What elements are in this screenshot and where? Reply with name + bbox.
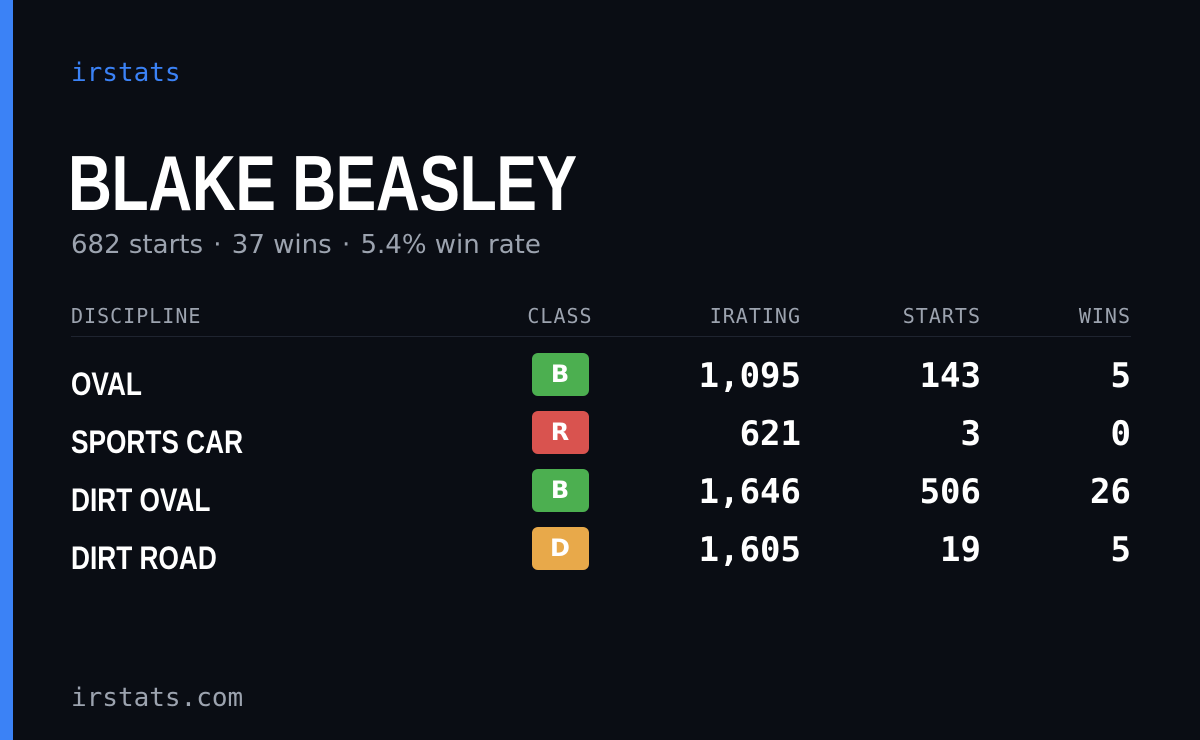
player-name: BLAKE BEASLEY [68,139,577,227]
table-row: OVAL B 1,095 143 5 [71,347,1131,405]
header-irating: IRATING [619,298,801,337]
irating-value: 1,095 [698,356,801,396]
win-rate: 5.4% win rate [360,230,541,260]
discipline-name: SPORTS CAR [71,423,244,460]
wins-value: 0 [1110,414,1131,454]
summary-separator: · [213,230,222,260]
table-header-row: DISCIPLINE CLASS IRATING STARTS WINS [71,298,1131,337]
summary-separator: · [341,230,351,260]
table-row: SPORTS CAR R 621 3 0 [71,405,1131,463]
starts-value: 19 [940,530,981,570]
class-badge: D [531,526,589,570]
table-row: DIRT OVAL B 1,646 506 26 [71,463,1131,521]
class-badge: B [531,352,589,396]
starts-value: 3 [960,414,981,454]
starts-count: 682 starts [71,230,203,260]
brand-logo: irstats [71,58,181,88]
discipline-table: DISCIPLINE CLASS IRATING STARTS WINS OVA… [71,298,1131,579]
wins-value: 26 [1090,472,1131,512]
player-summary: 682 starts · 37 wins · 5.4% win rate [71,228,541,262]
irating-value: 1,605 [698,530,801,570]
header-discipline: DISCIPLINE [71,298,501,337]
irating-value: 621 [739,414,801,454]
class-badge: B [531,468,589,512]
wins-value: 5 [1110,530,1131,570]
starts-value: 143 [919,356,981,396]
wins-value: 5 [1110,356,1131,396]
table-row: DIRT ROAD D 1,605 19 5 [71,521,1131,579]
header-starts: STARTS [801,298,981,337]
footer-domain: irstats.com [71,683,244,713]
class-badge: R [531,410,589,454]
accent-bar [0,0,13,740]
irating-value: 1,646 [698,472,801,512]
discipline-name: DIRT OVAL [71,481,211,518]
header-class: CLASS [501,298,619,337]
wins-count: 37 wins [231,230,332,260]
header-wins: WINS [981,298,1131,337]
discipline-name: OVAL [71,365,142,402]
starts-value: 506 [919,472,981,512]
discipline-name: DIRT ROAD [71,539,217,576]
